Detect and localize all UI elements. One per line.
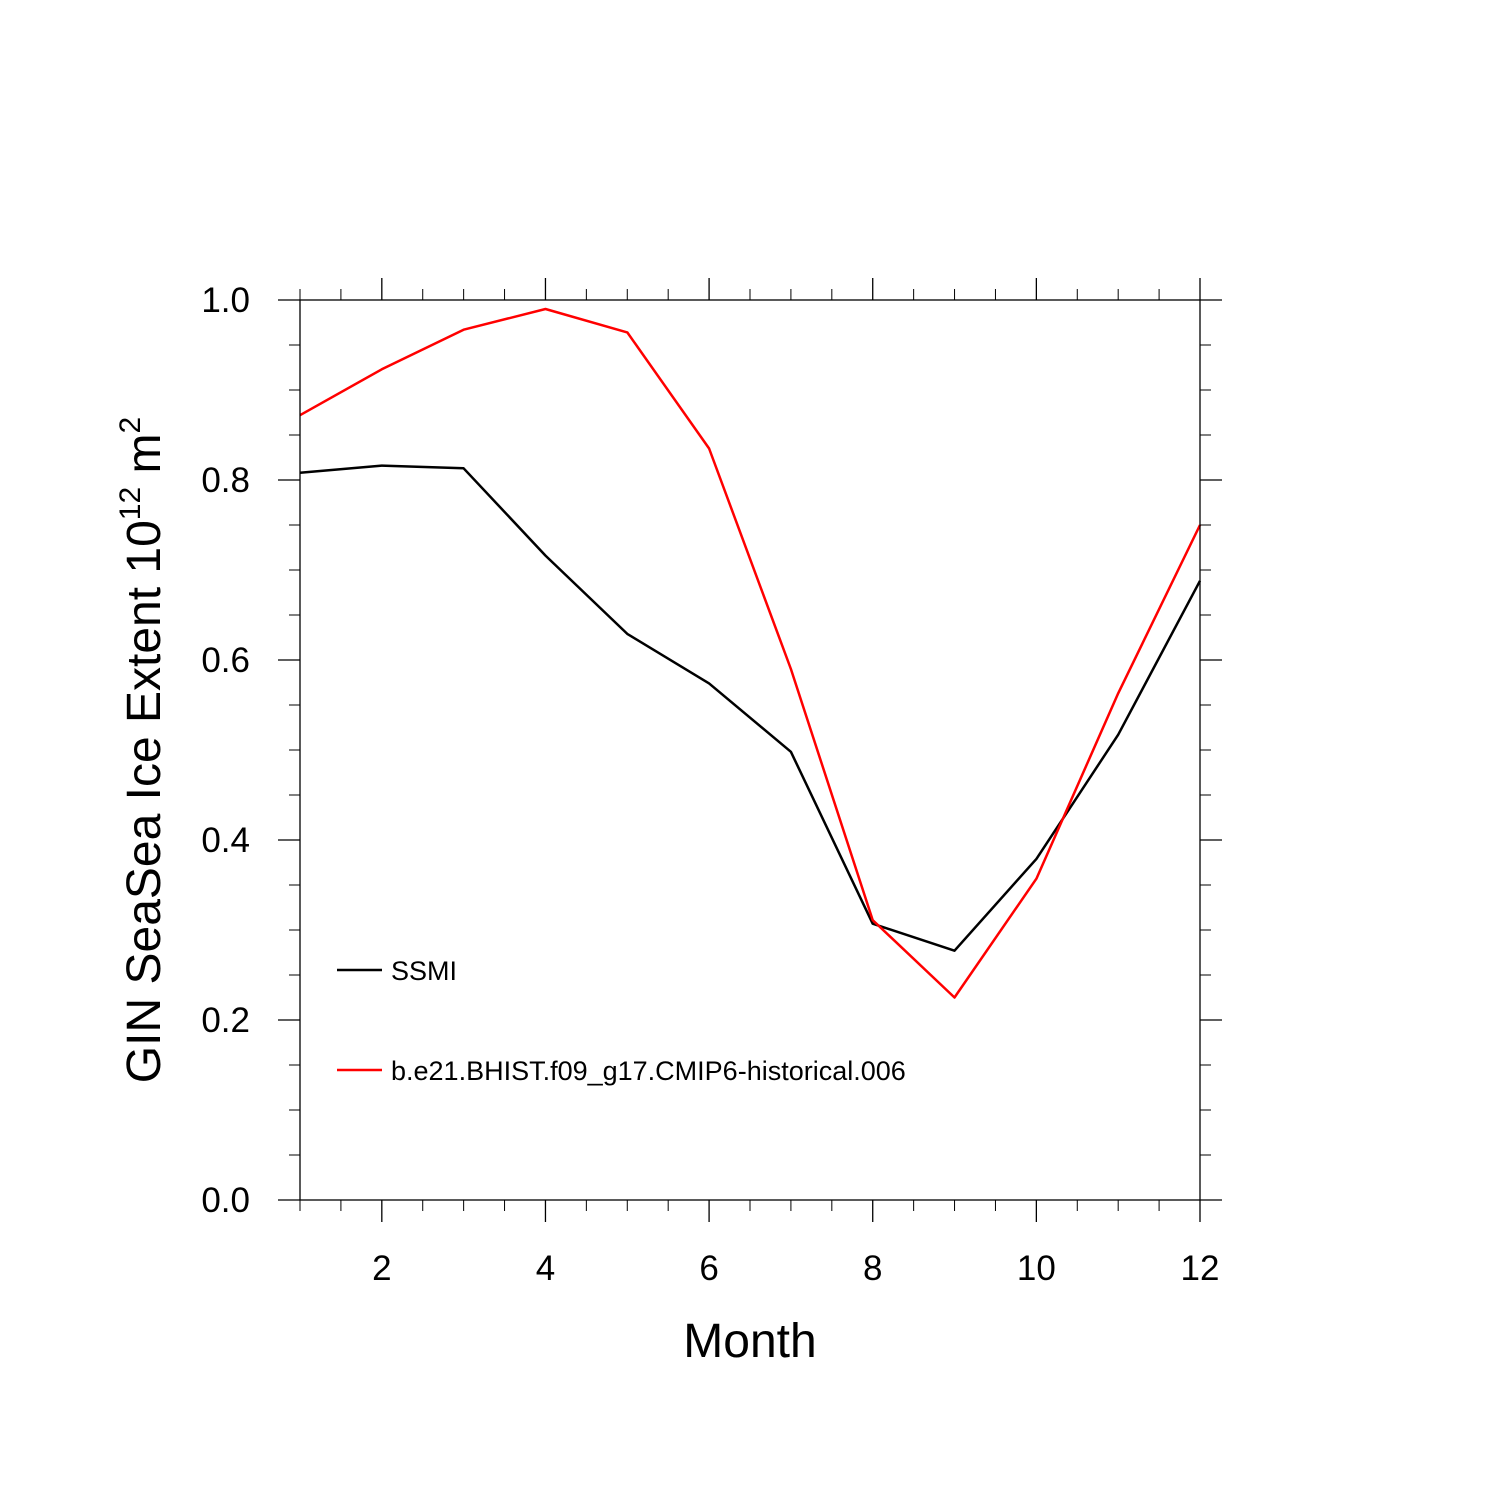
- y-tick-label: 0.8: [201, 461, 250, 500]
- y-tick-label: 0.4: [201, 821, 250, 860]
- y-tick-label: 0.2: [201, 1001, 250, 1040]
- axis-ticks: [278, 278, 1222, 1222]
- legend-label-cmip6: b.e21.BHIST.f09_g17.CMIP6-historical.006: [391, 1056, 906, 1086]
- x-tick-label: 8: [863, 1249, 882, 1288]
- x-tick-label: 4: [536, 1249, 555, 1288]
- series-line-cmip6: [299, 307, 1202, 999]
- y-tick-label: 0.6: [201, 641, 250, 680]
- x-tick-label: 2: [372, 1249, 391, 1288]
- y-axis-title-unit: m: [118, 433, 171, 486]
- y-axis-title-exponent-2: 2: [114, 417, 147, 434]
- tick-labels: 2 4 6 8 10 12 0.0 0.2 0.4 0.6 0.8 1.0: [201, 281, 1219, 1288]
- y-tick-label: 1.0: [201, 281, 250, 320]
- series-line-ssmi: [299, 464, 1202, 952]
- legend: SSMI b.e21.BHIST.f09_g17.CMIP6-historica…: [337, 956, 906, 1086]
- y-tick-label: 0.0: [201, 1181, 250, 1220]
- y-axis-title-exponent-1: 12: [114, 487, 147, 520]
- y-axis-title-prefix: GIN SeaSea Ice Extent 10: [118, 520, 171, 1083]
- y-axis-title: GIN SeaSea Ice Extent 1012 m2: [114, 417, 171, 1083]
- x-tick-label: 6: [699, 1249, 718, 1288]
- legend-label-ssmi: SSMI: [391, 956, 457, 986]
- plot-frame: [299, 299, 1201, 1201]
- x-tick-label: 12: [1181, 1249, 1220, 1288]
- x-axis-title: Month: [683, 1315, 816, 1368]
- series-lines: [299, 307, 1202, 999]
- x-tick-label: 10: [1017, 1249, 1056, 1288]
